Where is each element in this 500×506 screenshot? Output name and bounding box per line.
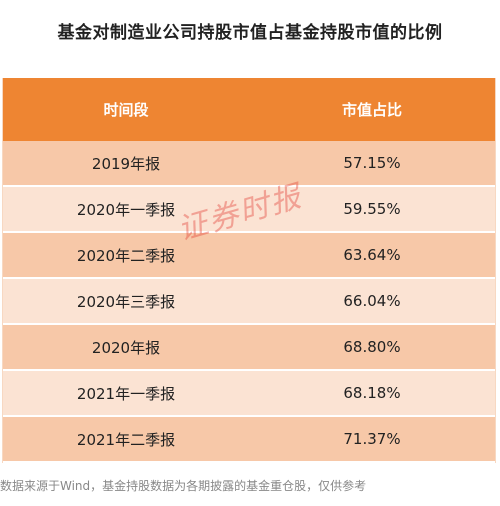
period-cell: 2020年报 [91,338,161,357]
period-cell: 2020年一季报 [76,200,176,219]
table-header-row: 时间段 市值占比 [3,78,495,141]
period-cell: 2020年三季报 [76,292,176,311]
column-header-ratio: 市值占比 [341,101,402,119]
source-footnote: 数据来源于Wind，基金持股数据为各期披露的基金重仓股，仅供参考 [0,479,367,493]
table-row: 2019年报 57.15% [3,141,495,187]
page-title: 基金对制造业公司持股市值占基金持股市值的比例 [57,23,443,43]
period-cell: 2020年二季报 [76,246,176,265]
column-header-period: 时间段 [103,101,149,119]
table-row: 2021年一季报 68.18% [3,371,495,417]
table-row: 2020年二季报 63.64% [3,233,495,279]
ratio-cell: 59.55% [343,200,401,218]
period-cell: 2019年报 [91,154,161,173]
period-cell: 2021年二季报 [76,430,176,449]
ratio-cell: 71.37% [343,430,401,448]
ratio-cell: 57.15% [343,154,401,172]
table-row: 2021年二季报 71.37% [3,417,495,463]
ratio-cell: 66.04% [343,292,401,310]
ratio-cell: 63.64% [343,246,401,264]
table-row: 2020年报 68.80% [3,325,495,371]
data-table: 时间段 市值占比 2019年报 57.15% 2020年一季报 59.55% 2… [2,78,496,463]
table-row: 2020年一季报 59.55% [3,187,495,233]
ratio-cell: 68.18% [343,384,401,402]
ratio-cell: 68.80% [343,338,401,356]
period-cell: 2021年一季报 [76,384,176,403]
table-row: 2020年三季报 66.04% [3,279,495,325]
